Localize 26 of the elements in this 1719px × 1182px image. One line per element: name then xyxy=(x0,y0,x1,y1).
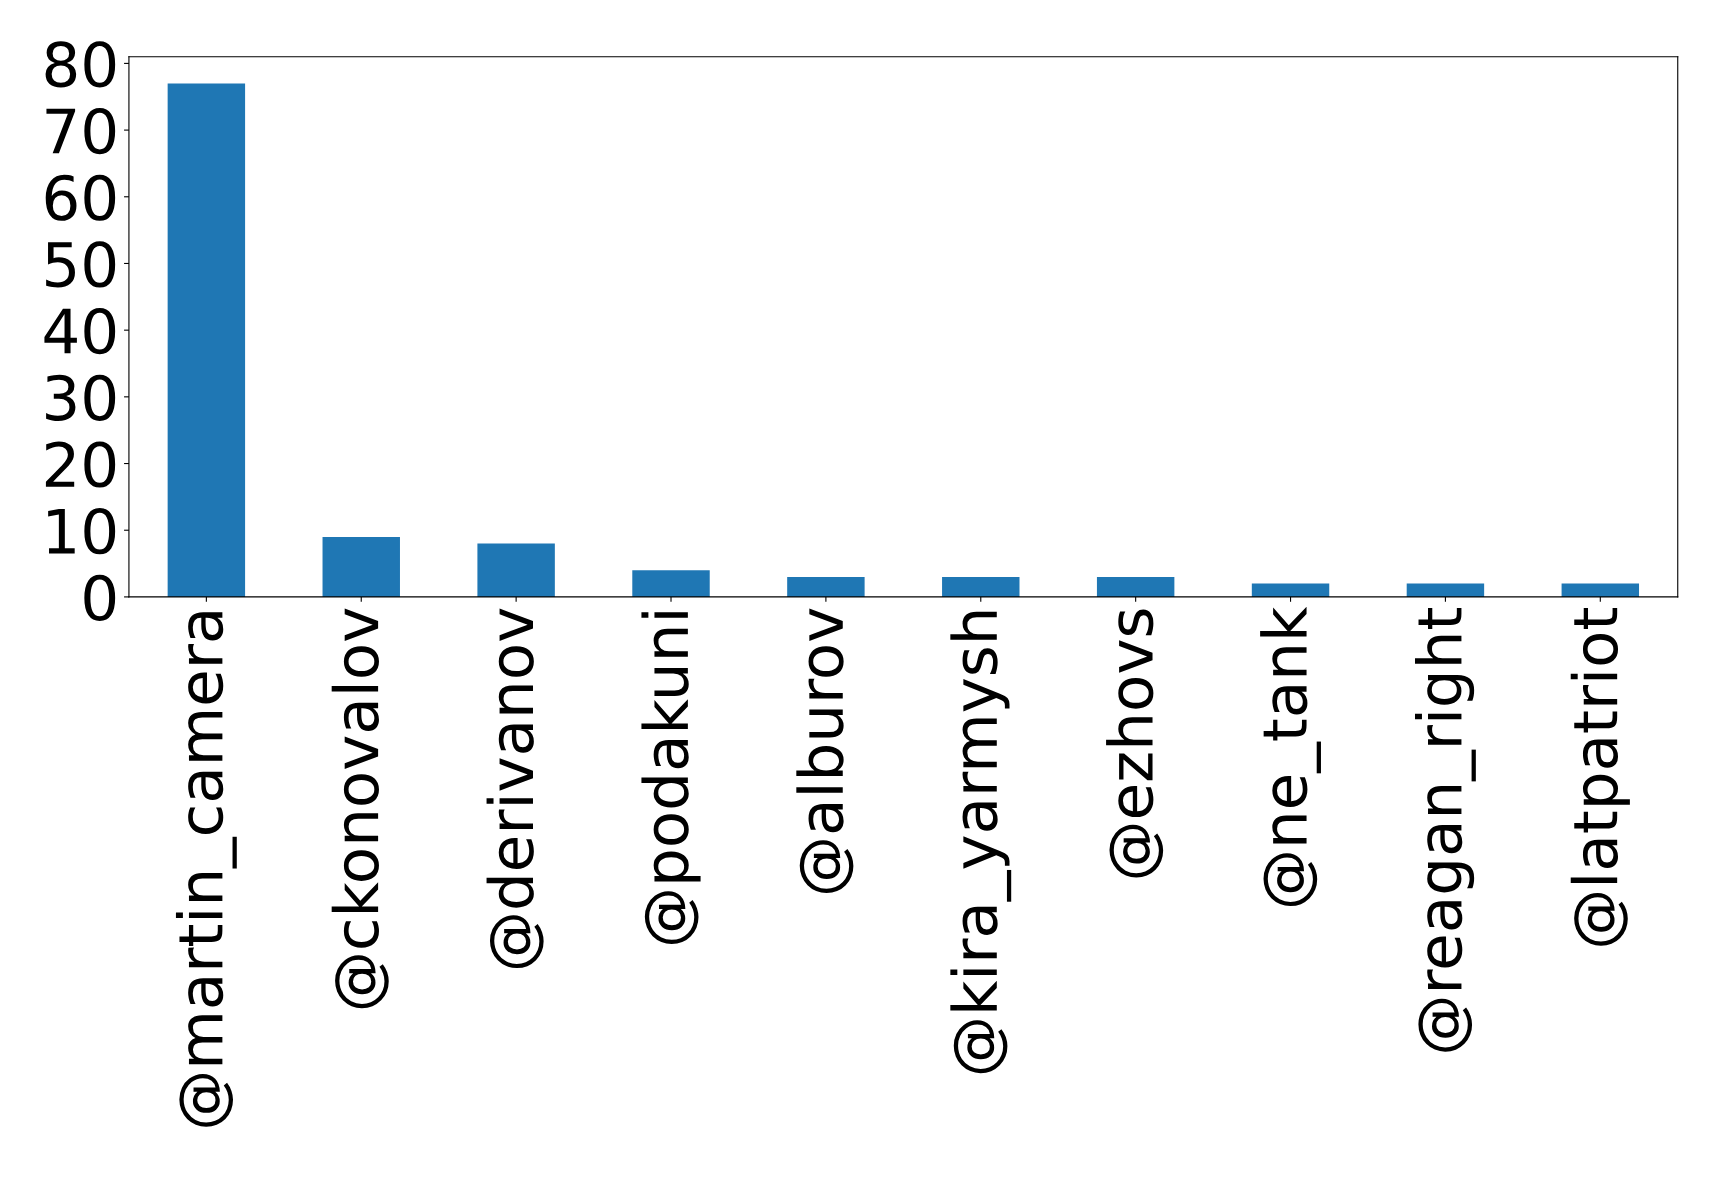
x-tick-label: @martin_camera xyxy=(175,612,237,1127)
y-tick-label: 40 xyxy=(44,308,116,355)
bar xyxy=(1096,576,1175,597)
x-tick-label: @reagan_right xyxy=(1415,608,1476,1052)
bar xyxy=(477,543,555,597)
y-tick-label: 60 xyxy=(45,174,116,221)
bar xyxy=(322,536,400,597)
y-tick-label: 50 xyxy=(46,241,116,288)
x-tick-label: @kira_yarmysh xyxy=(950,611,1012,1074)
y-tick-label: 10 xyxy=(48,508,116,555)
y-tick-label: 70 xyxy=(46,107,116,155)
bar xyxy=(632,570,710,597)
x-tick-label: @alburov xyxy=(796,608,854,893)
x-tick-label: @derivanov xyxy=(486,608,544,969)
x-tick-label: @ckonovalov xyxy=(331,608,389,1009)
x-tick-label: @ezhovs xyxy=(1106,609,1164,878)
bar xyxy=(167,83,246,597)
y-tick-label: 20 xyxy=(45,441,116,488)
y-tick-label: 30 xyxy=(46,374,116,421)
bar xyxy=(787,576,865,597)
y-tick-label: 80 xyxy=(45,41,116,88)
x-tick-label: @ne_tank xyxy=(1260,606,1321,907)
bar xyxy=(942,576,1020,597)
x-tick-label: @latpatriot xyxy=(1570,608,1630,946)
y-tick-label: 0 xyxy=(84,574,116,621)
x-tick-label: @podakuni xyxy=(641,612,701,945)
